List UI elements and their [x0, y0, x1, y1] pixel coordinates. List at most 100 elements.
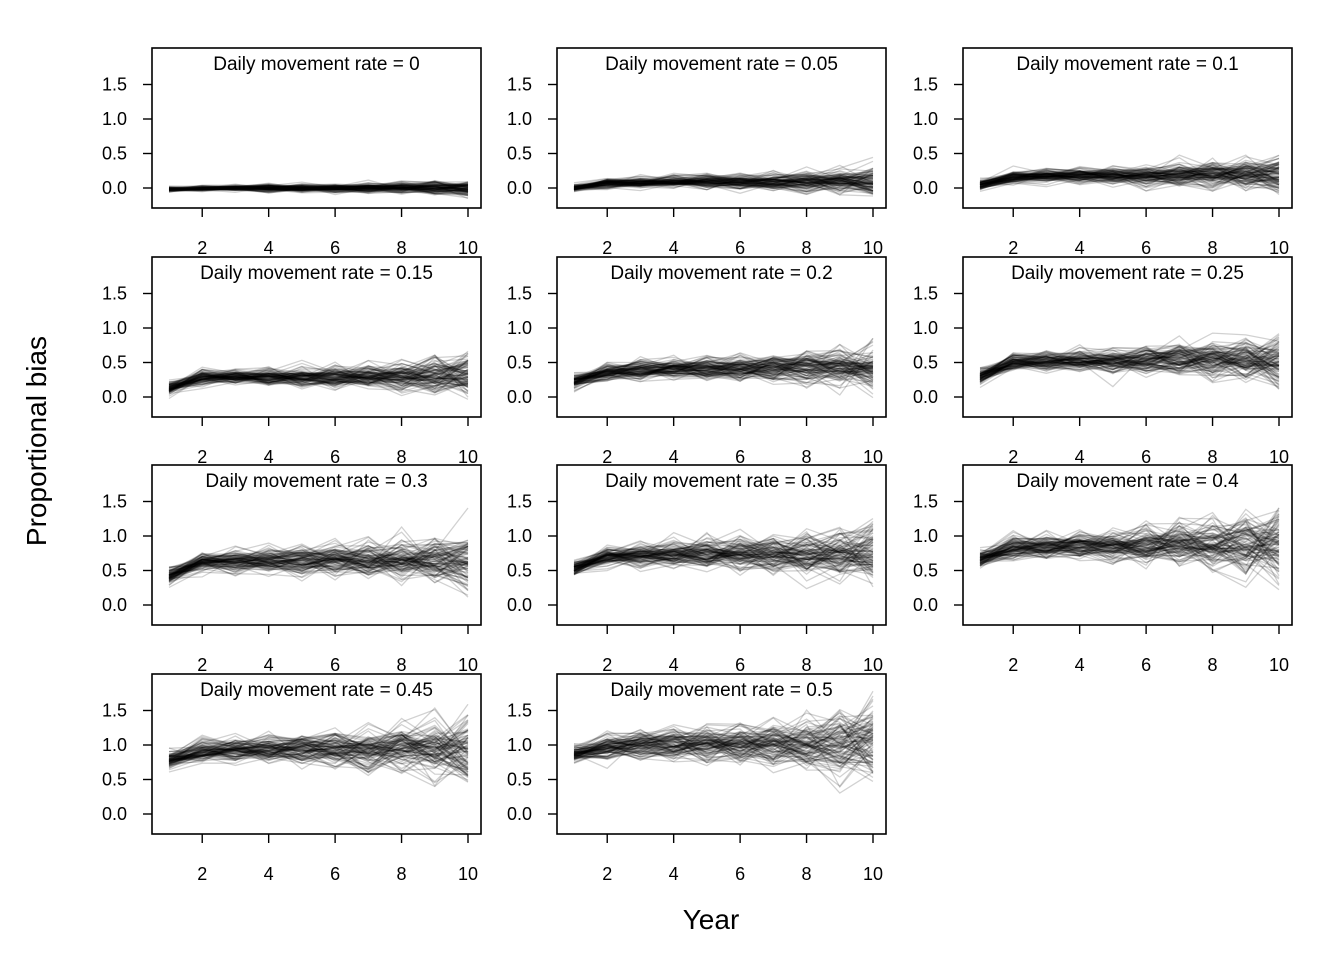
- series-line: [979, 169, 1280, 189]
- series-line: [979, 338, 1280, 376]
- series-line: [979, 172, 1280, 188]
- panel-4: Daily movement rate = 0.15 0.0 0.5 1.0 1.5 2 4…: [102, 256, 482, 467]
- series-line: [979, 161, 1280, 185]
- series-line: [979, 541, 1280, 560]
- series-line: [979, 358, 1280, 374]
- series-line: [573, 725, 874, 768]
- series-line: [168, 365, 469, 389]
- x-tick-label: 8: [1208, 447, 1218, 467]
- panel-frame: [962, 47, 1293, 209]
- series-line: [979, 346, 1280, 379]
- series-line: [573, 525, 874, 563]
- x-tick-label: 10: [458, 655, 478, 675]
- series-line: [979, 337, 1280, 388]
- panel-7: Daily movement rate = 0.3 0.0 0.5 1.0 1.5 2 4 6…: [102, 464, 482, 675]
- series-line: [573, 338, 874, 389]
- series-line: [168, 548, 469, 579]
- series-line: [168, 738, 469, 763]
- series-line: [979, 347, 1280, 379]
- series-line: [573, 550, 874, 574]
- series-line: [979, 531, 1280, 574]
- series-line: [573, 173, 874, 190]
- series-line: [573, 175, 874, 196]
- series-line: [979, 532, 1280, 562]
- series-line: [168, 375, 469, 393]
- series-line: [168, 367, 469, 395]
- series-line: [168, 539, 469, 577]
- series-line: [168, 367, 469, 385]
- panel-3-lines: [979, 154, 1280, 196]
- series-line: [573, 172, 874, 189]
- series-line: [573, 362, 874, 386]
- series-line: [573, 532, 874, 573]
- series-line: [979, 344, 1280, 370]
- series-line: [168, 372, 469, 396]
- x-tick-label: 6: [735, 447, 745, 467]
- series-line: [168, 184, 469, 191]
- panel-title: Daily movement rate = 0: [213, 54, 419, 75]
- series-line: [573, 352, 874, 381]
- series-line: [168, 185, 469, 195]
- y-tick-label: 1.0: [913, 109, 938, 129]
- x-tick-label: 6: [735, 864, 745, 884]
- series-line: [168, 544, 469, 579]
- series-line: [573, 553, 874, 570]
- series-line: [979, 525, 1280, 570]
- series-line: [573, 537, 874, 567]
- series-line: [979, 171, 1280, 187]
- series-line: [979, 339, 1280, 376]
- x-tick-label: 6: [330, 447, 340, 467]
- series-line: [168, 186, 469, 194]
- series-line: [573, 354, 874, 383]
- series-line: [979, 525, 1280, 563]
- series-line: [168, 549, 469, 587]
- series-line: [573, 354, 874, 385]
- series-line: [573, 538, 874, 577]
- series-line: [168, 556, 469, 578]
- series-line: [573, 174, 874, 187]
- series-line: [979, 538, 1280, 562]
- series-line: [573, 358, 874, 386]
- series-line: [573, 337, 874, 382]
- series-line: [168, 545, 469, 571]
- series-line: [168, 548, 469, 579]
- series-line: [168, 741, 469, 766]
- series-line: [573, 173, 874, 188]
- series-line: [573, 742, 874, 774]
- series-line: [979, 170, 1280, 192]
- series-line: [573, 177, 874, 189]
- series-line: [573, 724, 874, 761]
- series-line: [573, 174, 874, 189]
- series-line: [168, 740, 469, 775]
- series-line: [573, 743, 874, 764]
- series-line: [168, 726, 469, 768]
- series-line: [168, 359, 469, 385]
- series-line: [979, 156, 1280, 184]
- series-line: [573, 176, 874, 189]
- series-line: [168, 181, 469, 193]
- series-line: [979, 338, 1280, 381]
- series-line: [573, 175, 874, 190]
- series-line: [168, 538, 469, 578]
- series-line: [979, 157, 1280, 186]
- series-line: [573, 180, 874, 192]
- panel-title: Daily movement rate = 0.3: [205, 471, 427, 492]
- series-line: [168, 182, 469, 192]
- series-line: [979, 346, 1280, 375]
- x-tick-label: 10: [863, 655, 883, 675]
- series-line: [168, 739, 469, 763]
- series-line: [168, 181, 469, 191]
- series-line: [573, 531, 874, 572]
- series-line: [979, 518, 1280, 555]
- series-line: [573, 173, 874, 191]
- series-line: [573, 734, 874, 765]
- series-line: [168, 555, 469, 587]
- x-tick-label: 2: [602, 447, 612, 467]
- series-line: [573, 175, 874, 195]
- series-line: [168, 736, 469, 762]
- series-line: [168, 183, 469, 191]
- panel-frame: [962, 256, 1293, 418]
- series-line: [979, 341, 1280, 380]
- y-tick-label: 1.0: [507, 109, 532, 129]
- series-line: [168, 185, 469, 190]
